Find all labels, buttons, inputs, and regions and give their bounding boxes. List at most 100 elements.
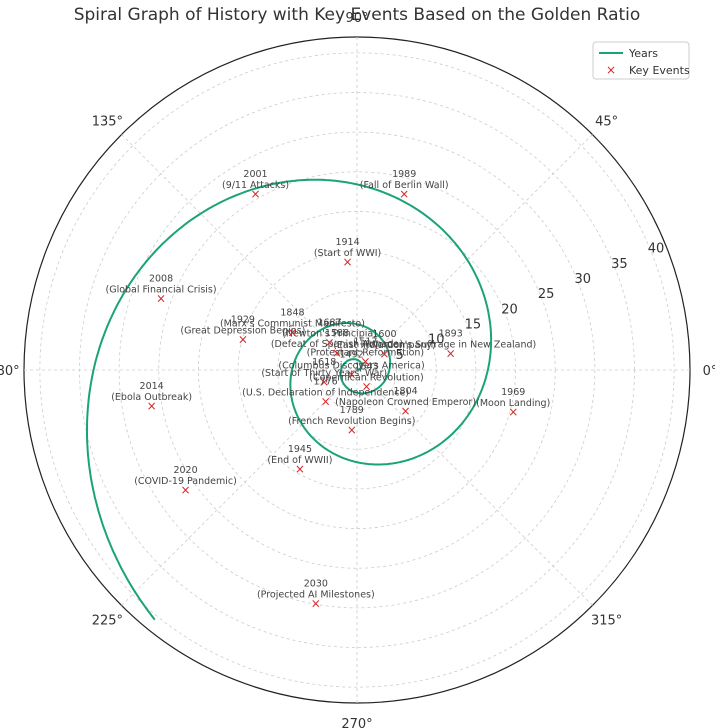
event-year-label: 1914: [335, 237, 359, 248]
event-marker: ×1776(U.S. Declaration of Independence): [242, 376, 409, 408]
event-x: ×: [347, 423, 357, 437]
event-name-label: (Newton's Principia): [282, 329, 377, 340]
radial-gridline: [316, 329, 398, 411]
event-x: ×: [401, 404, 411, 418]
event-year-label: 2001: [243, 169, 267, 180]
event-name-label: (Projected AI Milestones): [257, 589, 375, 600]
radial-tick-label: 10: [428, 333, 445, 348]
event-year-label: 1929: [231, 314, 255, 325]
event-year-label: 1893: [439, 328, 463, 339]
event-year-label: 1492: [339, 350, 363, 361]
angular-gridline: [356, 369, 593, 606]
event-name-label: (Copernican Revolution): [309, 372, 424, 383]
event-x: ×: [238, 332, 248, 346]
radial-tick-label: 5: [395, 348, 403, 363]
event-x: ×: [324, 336, 334, 350]
radial-tick-label: 30: [574, 272, 591, 287]
event-marker: × 1945(End of WWII): [267, 444, 332, 476]
event-x: ×: [295, 462, 305, 476]
angle-tick-label: 180°: [0, 364, 20, 379]
radial-gridline: [118, 131, 596, 609]
ticks-layer: 0° 45° 90° 135° 180° 225° 270° 315° 5 10 15 20 25 30 3…: [0, 11, 715, 728]
event-year-label: 1789: [340, 405, 364, 416]
event-x: ×: [399, 187, 409, 201]
event-marker: × 1929(Great Depression Begins): [180, 314, 305, 346]
event-x: ×: [347, 368, 357, 382]
event-name-label: (Defeat of Spanish Armada): [271, 339, 403, 350]
event-marker: × 1789(French Revolution Begins): [288, 405, 415, 437]
event-name-label: (Protestant Reformation): [307, 348, 425, 359]
event-year-label: 1517: [353, 337, 377, 348]
event-x: ×: [508, 405, 518, 419]
event-x: ×: [156, 292, 166, 306]
event-name-label: (Start of Thirty Years' War): [261, 368, 387, 379]
event-x: ×: [379, 347, 389, 361]
radial-tick-label: 35: [611, 257, 628, 272]
event-name-label: (COVID-19 Pandemic): [134, 476, 237, 487]
angular-gridline: [356, 134, 593, 371]
event-x: ×: [332, 346, 342, 360]
event-year-label: 1776: [314, 376, 338, 387]
event-name-label: (9/11 Attacks): [222, 180, 289, 191]
event-year-label: 1687: [317, 318, 341, 329]
event-year-label: 2030: [304, 578, 328, 589]
event-name-label: (Columbus Discovers America): [278, 361, 424, 372]
legend-events-marker: ×: [606, 63, 616, 77]
radial-gridline: [237, 250, 477, 490]
event-marker: × 1600(East India Company): [333, 329, 435, 361]
event-marker: ×1492(Columbus Discovers America): [278, 350, 424, 382]
event-x: ×: [360, 355, 370, 369]
event-year-label: 2020: [173, 465, 197, 476]
event-year-label: 1945: [288, 444, 312, 455]
legend: Years × Key Events: [592, 41, 690, 80]
event-marker: × 1687(Newton's Principia): [282, 318, 377, 350]
legend-box: [592, 41, 690, 80]
event-x: ×: [181, 483, 191, 497]
event-x: ×: [446, 346, 456, 360]
angular-gridline: [121, 369, 358, 606]
event-year-label: 1848: [280, 308, 304, 319]
event-name-label: (Marx's Communist Manifesto): [220, 319, 365, 330]
event-x: ×: [361, 379, 371, 393]
event-x: ×: [250, 187, 260, 201]
event-name-label: (East India Company): [333, 340, 435, 351]
chart-title: Spiral Graph of History with Key Events …: [74, 5, 641, 25]
event-name-label: (Global Financial Crisis): [106, 285, 217, 296]
event-name-label: (Moon Landing): [476, 398, 550, 409]
event-name-label: (End of WWII): [267, 455, 332, 466]
event-marker: × 2008(Global Financial Crisis): [106, 274, 217, 306]
angle-tick-label: 0°: [703, 364, 715, 379]
event-x: ×: [287, 326, 297, 340]
event-marker: × 1848(Marx's Communist Manifesto): [220, 308, 365, 340]
radial-tick-label: 20: [501, 302, 518, 317]
event-name-label: (French Revolution Begins): [288, 416, 415, 427]
event-x: ×: [321, 394, 331, 408]
event-year-label: 1989: [392, 169, 416, 180]
event-year-label: 2008: [149, 274, 173, 285]
radial-gridline: [39, 52, 675, 688]
event-year-label: 1588: [325, 328, 349, 339]
angle-tick-label: 135°: [92, 114, 123, 129]
event-marker: × 1969(Moon Landing): [476, 387, 550, 419]
radial-tick-label: 15: [465, 317, 482, 332]
event-x: ×: [311, 596, 321, 610]
event-marker: × 1893(Women's Suffrage in New Zealand): [365, 328, 536, 360]
angle-tick-label: 90°: [345, 11, 368, 26]
event-year-label: 1543: [354, 361, 378, 372]
event-marker: × 2030(Projected AI Milestones): [257, 578, 375, 610]
event-year-label: 1600: [372, 329, 396, 340]
event-name-label: (U.S. Declaration of Independence): [242, 387, 409, 398]
event-year-label: 1618: [312, 357, 336, 368]
angle-tick-label: 45°: [595, 114, 618, 129]
event-name-label: (Ebola Outbreak): [111, 392, 192, 403]
events-layer: ×1492(Columbus Discovers America)×1517(P…: [106, 169, 551, 611]
event-marker: × 1914(Start of WWI): [314, 237, 381, 269]
event-marker: × 1804(Napoleon Crowned Emperor): [335, 386, 476, 418]
event-marker: × 1618(Start of Thirty Years' War): [261, 357, 387, 389]
event-name-label: (Start of WWI): [314, 248, 381, 259]
spiral-layer: [86, 178, 493, 621]
event-x: ×: [319, 375, 329, 389]
event-marker: ×1517(Protestant Reformation): [307, 337, 425, 369]
event-name-label: (Fall of Berlin Wall): [360, 180, 449, 191]
